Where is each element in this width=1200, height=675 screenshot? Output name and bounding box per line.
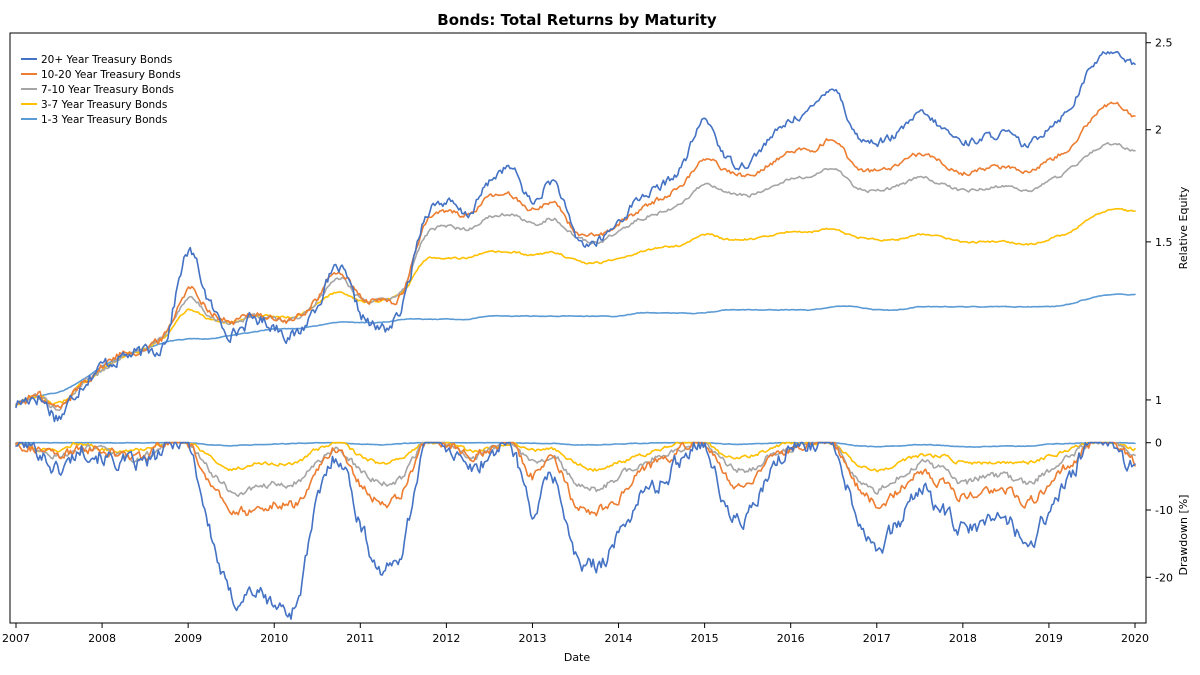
equity-y-axis: 1 1.5 2 2.5 <box>1146 37 1173 407</box>
x-tick-label: 2016 <box>777 632 805 645</box>
drawdown-line-1-3-year-treasury-bonds <box>15 441 1136 448</box>
x-axis-label: Date <box>564 651 591 664</box>
legend-label: 1-3 Year Treasury Bonds <box>41 114 167 126</box>
legend-label: 10-20 Year Treasury Bonds <box>41 69 181 81</box>
x-tick-label: 2018 <box>949 632 977 645</box>
equity-line-1-3-year-treasury-bonds <box>15 293 1136 405</box>
plot-frame <box>9 32 1147 624</box>
x-tick-label: 2011 <box>346 632 374 645</box>
x-tick-label: 2009 <box>174 632 202 645</box>
drawdown-line-10-20-year-treasury-bonds <box>15 441 1136 517</box>
equity-y-axis-label: Relative Equity <box>1177 186 1190 269</box>
equity-line-7-10-year-treasury-bonds <box>15 142 1136 412</box>
legend-label: 3-7 Year Treasury Bonds <box>41 99 167 111</box>
equity-line-10-20-year-treasury-bonds <box>15 101 1136 409</box>
x-tick-label: 2010 <box>260 632 288 645</box>
x-tick-label: 2014 <box>605 632 633 645</box>
drawdown-y-axis-label: Drawdown [%] <box>1177 495 1190 576</box>
drawdown-y-tick-label: 0 <box>1155 437 1162 450</box>
equity-panel <box>15 50 1136 423</box>
x-tick-label: 2007 <box>2 632 30 645</box>
x-tick-label: 2017 <box>863 632 891 645</box>
equity-line-20-year-treasury-bonds <box>15 50 1136 423</box>
drawdown-line-7-10-year-treasury-bonds <box>15 441 1136 497</box>
equity-y-tick-label: 2.5 <box>1155 37 1173 50</box>
x-tick-label: 2008 <box>88 632 116 645</box>
equity-line-3-7-year-treasury-bonds <box>15 207 1136 406</box>
drawdown-line-3-7-year-treasury-bonds <box>15 441 1136 473</box>
drawdown-panel <box>15 441 1136 620</box>
x-tick-label: 2019 <box>1035 632 1063 645</box>
drawdown-y-tick-label: -10 <box>1155 504 1173 517</box>
legend-label: 7-10 Year Treasury Bonds <box>41 84 174 96</box>
chart-title: Bonds: Total Returns by Maturity <box>437 11 717 29</box>
x-tick-label: 2013 <box>518 632 546 645</box>
equity-y-tick-label: 1 <box>1155 394 1162 407</box>
legend: 20+ Year Treasury Bonds 10-20 Year Treasu… <box>21 54 181 126</box>
equity-y-tick-label: 2 <box>1155 124 1162 137</box>
drawdown-line-20-year-treasury-bonds <box>15 441 1136 620</box>
drawdown-y-axis: 0 -10 -20 <box>1146 437 1173 584</box>
drawdown-y-tick-label: -20 <box>1155 571 1173 584</box>
x-tick-label: 2015 <box>691 632 719 645</box>
equity-y-tick-label: 1.5 <box>1155 236 1173 249</box>
legend-label: 20+ Year Treasury Bonds <box>41 54 172 66</box>
x-tick-label: 2020 <box>1121 632 1149 645</box>
x-tick-label: 2012 <box>432 632 460 645</box>
x-axis: 2007 2008 2009 2010 2011 2012 2013 2014 2015 2016… <box>2 623 1149 645</box>
